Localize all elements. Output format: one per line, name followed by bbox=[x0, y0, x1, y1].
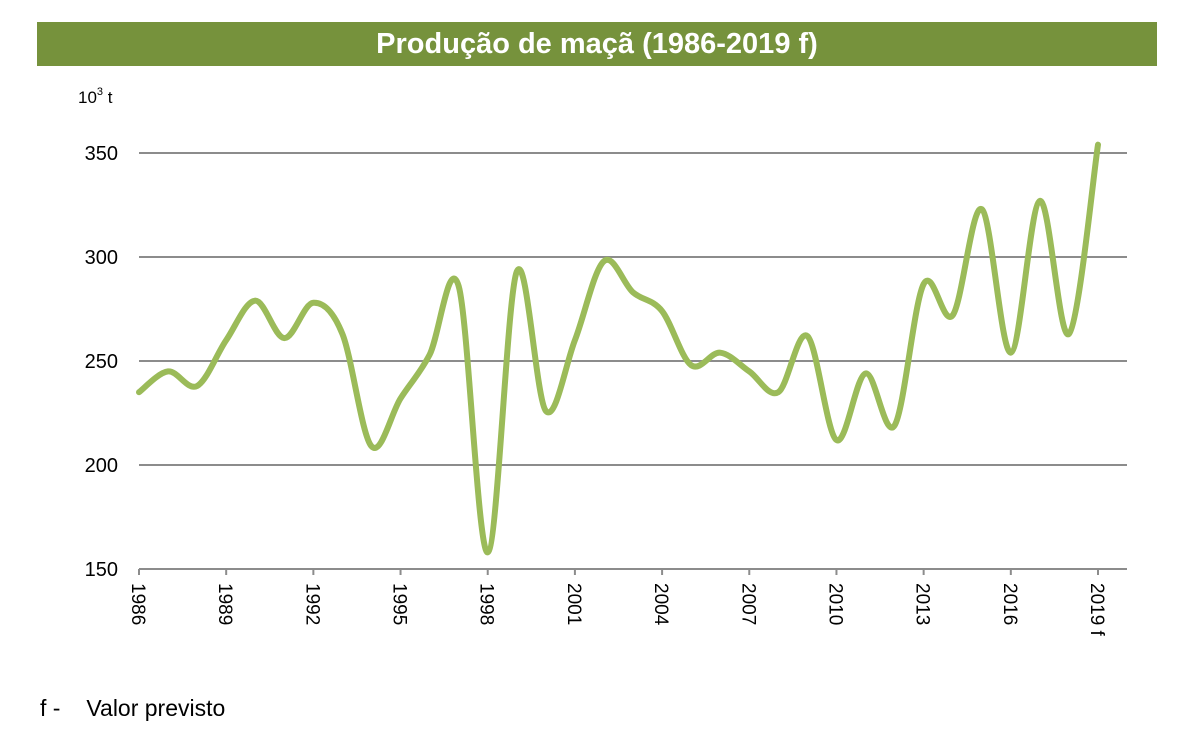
y-tick-label-250: 250 bbox=[85, 351, 118, 373]
footnote-text: Valor previsto bbox=[86, 695, 226, 721]
x-tick-label-2019: 2019 f bbox=[1086, 583, 1107, 637]
unit-text: t bbox=[107, 88, 113, 107]
x-tick-label-2016: 2016 bbox=[999, 583, 1020, 625]
x-tick-label-1989: 1989 bbox=[214, 583, 235, 625]
unit-exponent: 3 bbox=[96, 86, 104, 98]
x-tick-label-1992: 1992 bbox=[301, 583, 322, 625]
x-tick-label-1998: 1998 bbox=[476, 583, 497, 625]
y-tick-label-200: 200 bbox=[85, 455, 118, 477]
series-group bbox=[136, 141, 1101, 556]
y-axis-ticks: 150 200 250 300 350 bbox=[85, 143, 118, 581]
y-tick-label-350: 350 bbox=[85, 143, 118, 165]
gridlines bbox=[139, 152, 1127, 466]
unit-base: 10 bbox=[78, 88, 97, 107]
x-tick-label-1986: 1986 bbox=[127, 583, 148, 625]
x-tick-label-2013: 2013 bbox=[912, 583, 933, 625]
y-tick-label-300: 300 bbox=[85, 247, 118, 269]
x-tick-label-2004: 2004 bbox=[650, 583, 671, 626]
series-line-0 bbox=[136, 141, 1101, 556]
y-axis-unit-label: 103 t bbox=[78, 86, 113, 108]
y-tick-label-150: 150 bbox=[85, 559, 118, 581]
chart-title: Produção de maçã (1986-2019 f) bbox=[376, 27, 818, 60]
chart-title-bar: Produção de maçã (1986-2019 f) bbox=[37, 22, 1157, 66]
x-tick-label-2007: 2007 bbox=[737, 583, 758, 625]
footnote-key: f - bbox=[40, 695, 61, 721]
x-tick-label-1995: 1995 bbox=[389, 583, 410, 625]
x-axis: 1986 1989 1992 1995 1998 2001 2004 2007 2010 2013… bbox=[127, 568, 1127, 637]
footnote: f - Valor previsto bbox=[40, 695, 225, 722]
x-tick-label-2001: 2001 bbox=[563, 583, 584, 625]
x-tick-label-2010: 2010 bbox=[824, 583, 845, 625]
